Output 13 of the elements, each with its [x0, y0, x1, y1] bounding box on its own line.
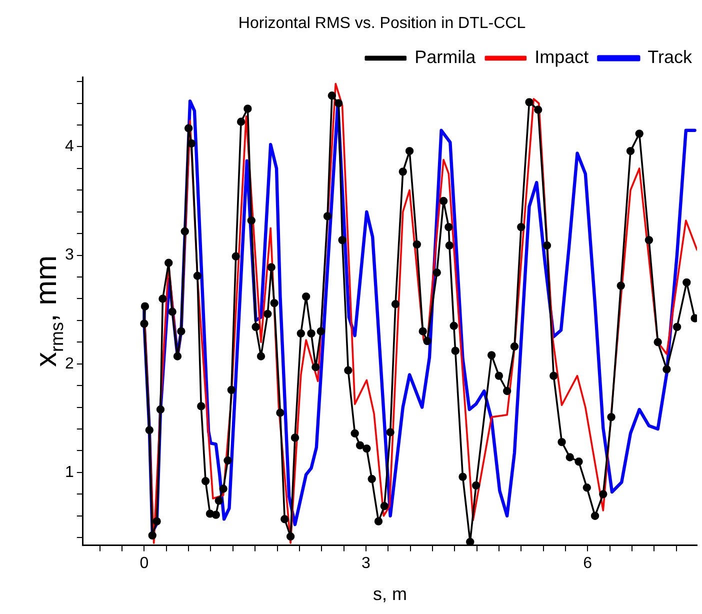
y-axis-title: xrms, mm: [30, 255, 67, 368]
y-tick-label: 3: [64, 246, 74, 264]
y-tick-label: 2: [64, 355, 74, 372]
legend-label: Impact: [534, 47, 589, 68]
legend-label: Track: [648, 47, 693, 68]
legend-label: Parmila: [414, 47, 477, 68]
x-tick-label: 3: [361, 555, 370, 572]
y-tick-label: 4: [64, 138, 74, 156]
chart-title: Horizontal RMS vs. Position in DTL-CCL: [238, 15, 526, 32]
x-tick-label: 0: [140, 555, 149, 572]
x-axis-title: s, m: [372, 584, 407, 604]
x-tick-label: 6: [583, 555, 592, 572]
y-tick-label: 1: [64, 464, 74, 481]
